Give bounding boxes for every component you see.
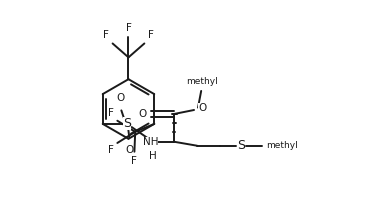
Text: O: O xyxy=(198,103,206,113)
Text: O: O xyxy=(125,145,133,155)
Text: methyl: methyl xyxy=(186,77,218,86)
Text: NH: NH xyxy=(143,137,158,147)
Text: F: F xyxy=(148,30,154,40)
Text: O: O xyxy=(138,109,146,119)
Text: S: S xyxy=(237,139,245,152)
Text: F: F xyxy=(103,30,109,40)
Text: F: F xyxy=(131,156,137,166)
Text: methyl: methyl xyxy=(266,141,298,150)
Text: S: S xyxy=(123,118,131,130)
Text: F: F xyxy=(108,108,114,118)
Text: O: O xyxy=(116,93,124,103)
Text: F: F xyxy=(125,23,131,33)
Text: H: H xyxy=(149,150,156,160)
Text: F: F xyxy=(108,145,114,155)
